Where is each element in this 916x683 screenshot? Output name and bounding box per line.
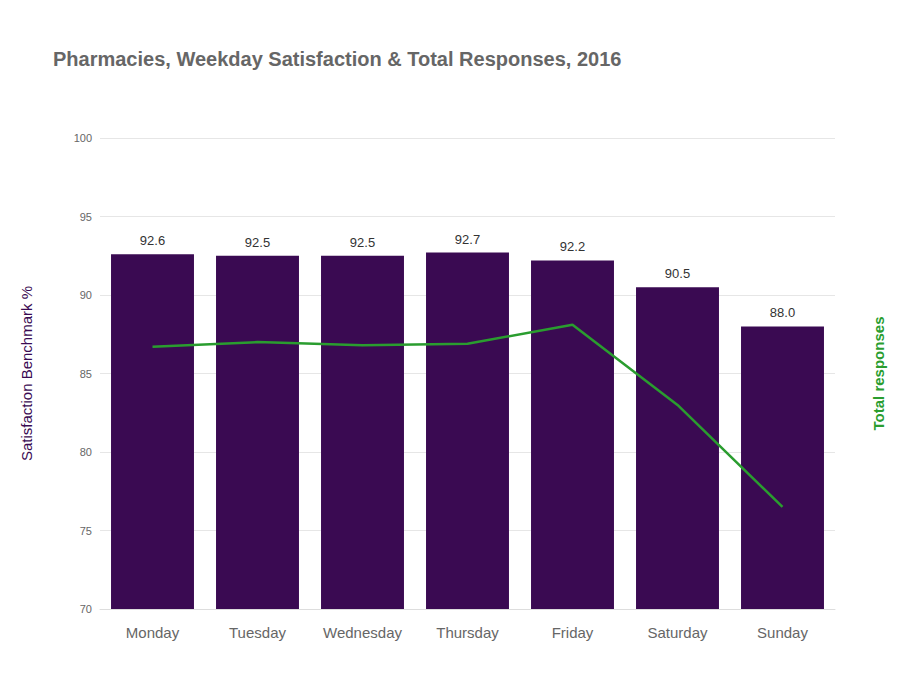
svg-text:92.7: 92.7 (455, 232, 480, 247)
svg-text:95: 95 (80, 211, 92, 223)
svg-text:Monday: Monday (126, 624, 180, 641)
svg-text:Saturday: Saturday (647, 624, 708, 641)
svg-text:92.5: 92.5 (245, 235, 270, 250)
svg-text:75: 75 (80, 525, 92, 537)
svg-text:100: 100 (74, 132, 92, 144)
svg-text:92.6: 92.6 (140, 233, 165, 248)
svg-text:Pharmacies, Weekday Satisfacti: Pharmacies, Weekday Satisfaction & Total… (53, 48, 621, 70)
svg-text:Thursday: Thursday (436, 624, 499, 641)
svg-text:90: 90 (80, 289, 92, 301)
svg-text:85: 85 (80, 368, 92, 380)
svg-text:88.0: 88.0 (770, 305, 795, 320)
svg-text:Total responses: Total responses (870, 317, 887, 431)
svg-text:Sunday: Sunday (757, 624, 808, 641)
svg-text:90.5: 90.5 (665, 266, 690, 281)
svg-text:80: 80 (80, 446, 92, 458)
svg-text:92.5: 92.5 (350, 235, 375, 250)
svg-text:Wednesday: Wednesday (323, 624, 402, 641)
svg-text:92.2: 92.2 (560, 239, 585, 254)
svg-text:Tuesday: Tuesday (229, 624, 286, 641)
svg-text:Satisfaction Benchmark %: Satisfaction Benchmark % (18, 286, 35, 461)
svg-text:70: 70 (80, 603, 92, 615)
svg-text:Friday: Friday (552, 624, 594, 641)
